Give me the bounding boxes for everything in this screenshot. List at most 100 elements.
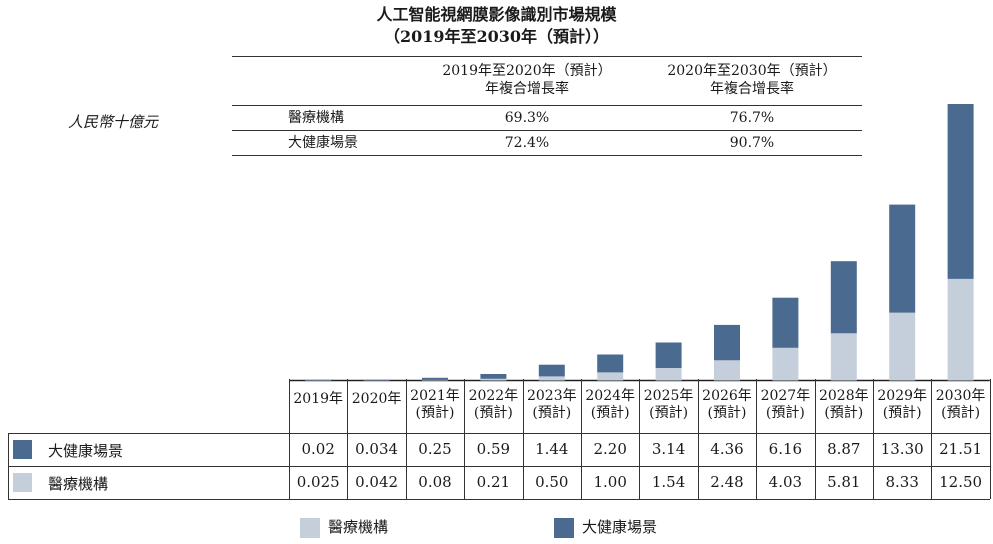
year-label: 2020年 xyxy=(347,391,405,408)
year-label-line: 2025年 xyxy=(643,388,694,404)
table-column-rule xyxy=(581,379,582,499)
bar-health-0 xyxy=(305,380,332,381)
row-label: 醫療機構 xyxy=(48,475,109,493)
year-label: 2027年 (預計) xyxy=(756,388,814,422)
table-value: 2.20 xyxy=(593,440,627,458)
year-label-line: (預計) xyxy=(765,405,805,421)
table-value: 0.25 xyxy=(418,440,452,458)
bar-health-8 xyxy=(772,297,799,348)
table-column-rule xyxy=(522,379,524,499)
table-value: 0.08 xyxy=(418,473,452,491)
table-value: 6.16 xyxy=(768,440,803,458)
bar-medical-10 xyxy=(889,312,916,381)
data-table: 2019年 2020年 2021年 (預計) 2022年 (預計) 2023年 (預計) 202… xyxy=(0,379,993,500)
table-value: 0.02 xyxy=(301,440,335,458)
cagr-value: 76.7% xyxy=(729,110,775,126)
table-column-rule xyxy=(989,379,991,499)
year-label: 2030年 (預計) xyxy=(931,388,989,422)
legend-label-medical: 醫療機構 xyxy=(328,518,389,536)
cagr-header-1-line-1: 2019年至2020年（預計） xyxy=(442,63,612,79)
bar-health-9 xyxy=(830,261,857,334)
table-value: 12.50 xyxy=(939,473,983,491)
year-label-line: (預計) xyxy=(590,405,630,421)
cagr-header-rule xyxy=(232,105,862,106)
bar-medical-1 xyxy=(363,380,390,381)
year-label: 2023年 (預計) xyxy=(523,388,581,422)
year-label: 2022年 (預計) xyxy=(464,388,522,422)
year-label-line: (預計) xyxy=(824,405,864,421)
year-label-line: 2020年 xyxy=(351,391,402,407)
bar-medical-7 xyxy=(714,360,740,381)
table-value: 4.03 xyxy=(768,473,803,491)
bar-health-7 xyxy=(714,324,740,361)
bar-medical-9 xyxy=(830,333,857,381)
year-label-line: (預計) xyxy=(532,405,572,421)
bar-medical-4 xyxy=(538,376,565,381)
cagr-row-rule xyxy=(232,130,862,131)
table-column-rule xyxy=(931,379,933,499)
cagr-value: 72.4% xyxy=(504,135,550,151)
year-label-line: (預計) xyxy=(882,405,922,421)
cagr-header-1-line-2: 年複合增長率 xyxy=(485,81,569,97)
year-label-line: 2027年 xyxy=(760,388,811,404)
table-value: 13.30 xyxy=(880,440,924,458)
table-value: 8.87 xyxy=(827,440,861,458)
year-label-line: 2024年 xyxy=(585,388,636,404)
cagr-value: 69.3% xyxy=(504,110,550,126)
row-label: 大健康場景 xyxy=(48,442,124,460)
year-label-line: (預計) xyxy=(707,405,747,421)
row-swatch xyxy=(13,473,32,492)
table-rule xyxy=(8,433,990,434)
table-value: 1.54 xyxy=(651,473,686,491)
table-value: 0.50 xyxy=(535,473,569,491)
year-label-line: 2029年 xyxy=(877,388,928,404)
cagr-top-rule xyxy=(232,56,862,57)
bar-medical-3 xyxy=(480,378,507,381)
bar-health-11 xyxy=(947,104,974,279)
bar-health-5 xyxy=(597,354,624,373)
chart-title: 人工智能視網膜影像識別市場規模 xyxy=(376,5,617,24)
table-rule xyxy=(8,499,990,500)
bar-medical-6 xyxy=(655,368,682,381)
bar-medical-8 xyxy=(772,347,799,381)
table-column-rule xyxy=(405,379,407,499)
cagr-bottom-rule xyxy=(232,155,862,156)
bar-health-1 xyxy=(363,379,390,381)
table-column-rule xyxy=(347,379,349,499)
year-label-line: (預計) xyxy=(649,405,689,421)
year-label: 2019年 xyxy=(289,391,347,408)
table-column-rule xyxy=(639,379,641,499)
legend-label-health: 大健康場景 xyxy=(582,518,658,536)
year-label-line: (預計) xyxy=(415,405,455,421)
year-label-line: 2030年 xyxy=(935,388,986,404)
bar-health-2 xyxy=(422,377,448,380)
year-label-line: 2028年 xyxy=(818,388,869,404)
table-column-rule xyxy=(756,379,758,499)
chart-subtitle: （2019年至2030年（預計）） xyxy=(383,27,610,46)
bar-health-10 xyxy=(889,204,916,313)
bar-medical-11 xyxy=(947,278,974,381)
year-label-line: (預計) xyxy=(941,405,981,421)
year-label-line: 2021年 xyxy=(410,388,460,404)
cagr-row-label: 大健康場景 xyxy=(288,135,358,151)
year-label: 2021年 (預計) xyxy=(406,388,464,422)
bar-medical-2 xyxy=(422,379,448,381)
bar-medical-5 xyxy=(597,372,624,381)
year-label: 2029年 (預計) xyxy=(873,388,931,422)
year-label-line: 2019年 xyxy=(293,391,344,407)
year-label: 2024年 (預計) xyxy=(581,388,639,422)
bar-health-6 xyxy=(655,342,682,368)
year-label: 2028年 (預計) xyxy=(815,388,873,422)
table-column-rule xyxy=(697,379,699,499)
year-label-line: 2022年 xyxy=(468,388,519,404)
legend-swatch-health xyxy=(554,518,574,538)
table-value: 1.00 xyxy=(593,473,627,491)
table-rule xyxy=(8,466,990,467)
table-value: 4.36 xyxy=(710,440,744,458)
table-value: 21.51 xyxy=(939,440,983,458)
row-swatch xyxy=(13,440,32,459)
year-label: 2026年 (預計) xyxy=(698,388,756,422)
table-value: 2.48 xyxy=(710,473,744,491)
cagr-header-2-line-1: 2020年至2030年（預計） xyxy=(667,63,837,79)
